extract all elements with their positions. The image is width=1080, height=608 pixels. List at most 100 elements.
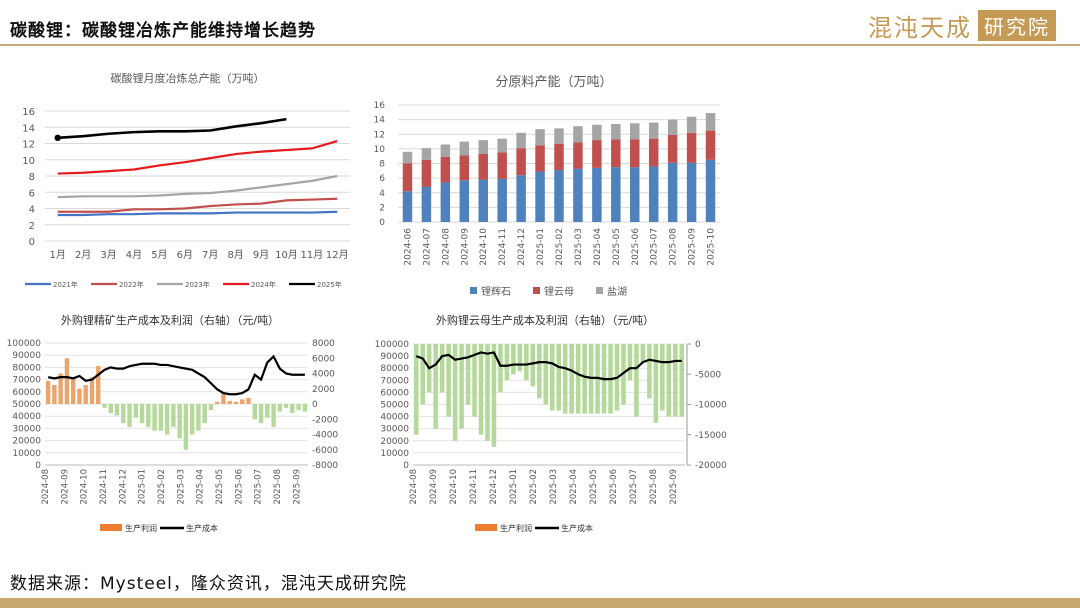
profit-bar: [666, 344, 672, 417]
bar-盐湖: [667, 119, 678, 135]
x-tick-label: 2025-06: [234, 469, 244, 505]
y-left-tick-label: 30000: [12, 424, 41, 434]
bar-盐湖: [421, 148, 432, 160]
profit-bar: [70, 377, 76, 404]
series-line-2022年: [57, 197, 338, 213]
y-left-tick-label: 90000: [12, 351, 41, 361]
profit-bar: [127, 404, 132, 427]
x-tick-label: 2025-01: [536, 228, 546, 266]
x-tick-label: 2024-12: [118, 469, 128, 505]
brand-logo: 混沌天成 研究院: [868, 8, 1056, 43]
profit-bar: [108, 404, 113, 414]
x-tick-label: 2024-12: [489, 469, 499, 505]
bar-锂云母: [592, 140, 602, 168]
y-left-tick-label: 20000: [12, 437, 41, 447]
y-tick-label: 6: [379, 174, 385, 184]
legend-label: 2023年: [185, 280, 210, 289]
bar-锂云母: [421, 159, 432, 187]
profit-bar: [575, 344, 581, 414]
bar-锂辉石: [421, 186, 432, 222]
y-tick-label: 10: [22, 156, 35, 167]
profit-bar: [152, 404, 157, 431]
bar-锂云母: [554, 143, 564, 171]
x-tick-label: 2024-11: [498, 228, 508, 266]
x-tick-label: 2025-07: [254, 469, 264, 505]
profit-bar: [202, 404, 207, 424]
x-tick-label: 7月: [202, 249, 218, 261]
x-tick-label: 2025-04: [593, 228, 603, 266]
bar-盐湖: [478, 140, 488, 154]
profit-bar: [569, 344, 574, 414]
bar-锂辉石: [440, 182, 451, 222]
bar-锂云母: [478, 153, 488, 180]
profit-bar: [543, 344, 549, 405]
bar-盐湖: [402, 151, 413, 164]
profit-bar: [673, 344, 678, 417]
profit-bar: [413, 344, 419, 435]
x-tick-label: 2025-03: [549, 469, 559, 505]
profit-bar: [146, 404, 151, 427]
x-tick-label: 2024-11: [469, 469, 479, 505]
logo-text: 混沌天成: [868, 14, 972, 42]
profit-bar: [265, 404, 270, 418]
profit-bar: [252, 404, 257, 420]
bar-锂辉石: [611, 167, 621, 222]
source-note: 数据来源：Mysteel，隆众资讯，混沌天成研究院: [10, 574, 407, 594]
profit-bar: [64, 358, 70, 404]
y-left-tick-label: 100000: [7, 339, 42, 349]
bar-盐湖: [573, 126, 583, 143]
x-tick-label: 2024-11: [99, 469, 109, 505]
y-tick-label: 10: [374, 145, 386, 155]
profit-bar: [164, 404, 170, 435]
y-right-tick-label: 8000: [312, 339, 335, 349]
x-tick-label: 2025-01: [509, 469, 519, 505]
x-tick-label: 2月: [75, 249, 91, 261]
y-right-tick-label: 6000: [312, 354, 335, 364]
bar-锂云母: [497, 152, 507, 179]
bar-锂云母: [648, 138, 659, 167]
bar-锂云母: [686, 132, 697, 163]
legend-label-cost: 生产成本: [561, 523, 593, 533]
x-tick-label: 10月: [275, 249, 298, 261]
series-line-2024年: [57, 140, 338, 175]
bar-盐湖: [516, 132, 526, 149]
legend-label: 锂辉石: [481, 286, 511, 298]
header-divider: [0, 44, 1080, 46]
y-tick-label: 2: [379, 203, 385, 213]
series-line-2023年: [57, 174, 338, 199]
footer-bar: [0, 598, 1080, 608]
y-left-tick-label: 100000: [375, 340, 410, 350]
profit-bar: [556, 344, 561, 411]
x-tick-label: 2025-09: [669, 469, 679, 505]
x-tick-label: 2025-05: [612, 228, 622, 266]
x-tick-label: 6月: [177, 249, 193, 261]
profit-bar: [77, 388, 82, 404]
bar-锂云母: [440, 156, 451, 183]
profit-bar: [221, 392, 226, 404]
chart-spodumene-cost-profit: 外购锂精矿生产成本及利润（右轴）（元/吨）0100002000030000400…: [7, 313, 339, 533]
series-line-2025年: [57, 117, 287, 140]
bar-锂辉石: [402, 191, 413, 222]
profit-bar: [208, 404, 214, 411]
x-tick-label: 2025-03: [176, 469, 186, 505]
profit-bar: [627, 344, 633, 381]
y-left-tick-label: 0: [403, 461, 409, 471]
profit-bar: [549, 344, 555, 411]
profit-bar: [177, 404, 182, 439]
x-tick-label: 2025-07: [629, 469, 639, 505]
profit-bar: [433, 344, 438, 429]
y-tick-label: 12: [22, 140, 35, 151]
bar-锂辉石: [535, 171, 545, 222]
x-tick-label: 11月: [301, 249, 324, 261]
chart-title: 外购锂云母生产成本及利润（右轴）（元/吨）: [436, 313, 654, 327]
x-tick-label: 2024-12: [517, 228, 527, 266]
bar-锂辉石: [705, 159, 716, 222]
series-line-2021年: [57, 210, 338, 217]
legend-label: 2021年: [53, 280, 78, 289]
x-tick-label: 2024-10: [479, 228, 489, 266]
legend-label: 盐湖: [607, 285, 627, 298]
page-title: 碳酸锂：碳酸锂冶炼产能维持增长趋势: [10, 21, 316, 41]
bar-盐湖: [535, 129, 545, 146]
y-left-tick-label: 80000: [12, 363, 41, 373]
